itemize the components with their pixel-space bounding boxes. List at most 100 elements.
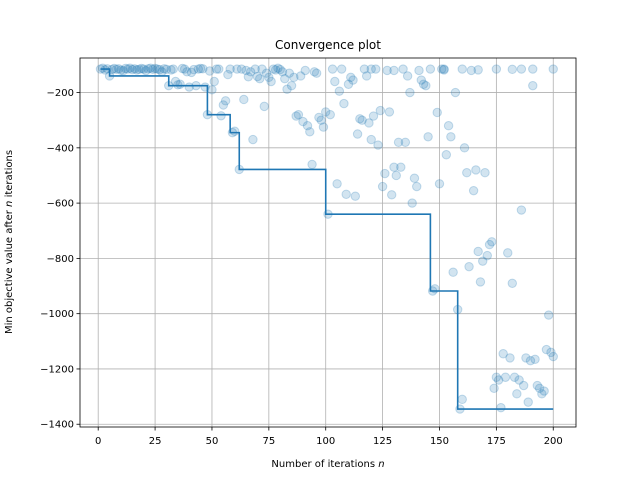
data-point bbox=[241, 65, 251, 76]
data-point bbox=[259, 101, 269, 112]
data-point bbox=[514, 375, 524, 385]
data-point bbox=[480, 168, 490, 178]
data-point bbox=[245, 67, 256, 77]
x-tick-label: 125 bbox=[373, 436, 392, 447]
data-point bbox=[161, 64, 172, 75]
data-point bbox=[478, 256, 488, 266]
min-value-line bbox=[100, 68, 554, 410]
data-point bbox=[266, 76, 276, 87]
data-point bbox=[120, 63, 131, 74]
data-point bbox=[175, 79, 185, 89]
data-point bbox=[255, 74, 265, 84]
y-tick-label: −800 bbox=[47, 254, 74, 265]
y-tick-label: −400 bbox=[47, 143, 74, 154]
data-point bbox=[198, 64, 208, 74]
data-point bbox=[291, 111, 301, 121]
data-point bbox=[111, 64, 122, 75]
data-point bbox=[489, 383, 499, 394]
x-tick-label: 100 bbox=[316, 436, 335, 447]
data-point bbox=[441, 150, 452, 160]
data-point bbox=[400, 137, 411, 148]
data-point bbox=[548, 351, 558, 362]
data-point bbox=[384, 107, 395, 117]
data-point bbox=[409, 173, 420, 183]
y-tick-label: −1200 bbox=[40, 364, 74, 375]
data-point bbox=[136, 63, 147, 74]
data-point bbox=[466, 65, 477, 76]
step-line bbox=[100, 68, 554, 410]
data-point bbox=[382, 65, 392, 76]
chart-title: Convergence plot bbox=[275, 38, 381, 52]
data-point bbox=[532, 380, 543, 391]
axes-frame bbox=[79, 57, 577, 428]
data-point bbox=[439, 65, 449, 75]
data-point bbox=[518, 380, 529, 391]
data-point bbox=[204, 66, 215, 76]
x-tick-label: 150 bbox=[430, 436, 449, 447]
data-point bbox=[541, 344, 552, 355]
data-point bbox=[125, 63, 135, 73]
data-point bbox=[412, 181, 422, 192]
data-point bbox=[405, 87, 415, 98]
data-point bbox=[346, 72, 356, 83]
data-point bbox=[129, 64, 140, 74]
data-point bbox=[152, 64, 163, 74]
data-point bbox=[211, 64, 222, 74]
data-point bbox=[189, 64, 199, 75]
data-point bbox=[396, 162, 406, 172]
data-point bbox=[350, 191, 361, 201]
data-point bbox=[186, 67, 197, 78]
data-point bbox=[387, 190, 397, 200]
data-point bbox=[523, 397, 533, 407]
data-point bbox=[300, 65, 310, 76]
data-point bbox=[123, 64, 133, 74]
data-point bbox=[357, 115, 367, 125]
data-point bbox=[407, 198, 417, 208]
data-point bbox=[225, 64, 235, 74]
data-point bbox=[484, 239, 495, 250]
data-point bbox=[539, 386, 549, 396]
data-point bbox=[309, 67, 320, 77]
data-point bbox=[457, 394, 467, 405]
data-point bbox=[473, 65, 483, 75]
data-point bbox=[216, 111, 226, 121]
data-point bbox=[457, 64, 467, 74]
data-point bbox=[498, 349, 508, 359]
data-point bbox=[448, 267, 458, 277]
data-point bbox=[334, 86, 345, 96]
data-point bbox=[421, 80, 431, 91]
data-point bbox=[307, 159, 317, 170]
data-point bbox=[391, 170, 401, 181]
data-point bbox=[500, 372, 511, 382]
data-point bbox=[368, 111, 379, 121]
data-point bbox=[471, 165, 481, 175]
data-point bbox=[332, 179, 342, 189]
y-tick-label: −600 bbox=[47, 199, 74, 210]
data-point bbox=[359, 64, 370, 74]
data-point bbox=[437, 64, 447, 74]
data-point bbox=[528, 80, 538, 91]
data-point bbox=[179, 64, 190, 74]
data-point bbox=[509, 372, 520, 382]
x-tick-label: 0 bbox=[95, 436, 101, 447]
data-point bbox=[487, 237, 497, 247]
data-point bbox=[305, 127, 315, 137]
data-point bbox=[113, 64, 124, 74]
data-point bbox=[116, 65, 126, 75]
data-point bbox=[193, 64, 204, 74]
data-point bbox=[491, 372, 502, 382]
data-point bbox=[425, 64, 436, 74]
data-point bbox=[459, 143, 470, 153]
data-point bbox=[505, 353, 515, 363]
data-point bbox=[141, 66, 151, 76]
data-point bbox=[341, 189, 351, 199]
data-point bbox=[182, 67, 192, 77]
data-point bbox=[414, 65, 424, 76]
data-point bbox=[270, 65, 281, 75]
data-point bbox=[543, 310, 554, 320]
data-point bbox=[223, 69, 233, 80]
data-point bbox=[462, 168, 472, 178]
data-point bbox=[302, 121, 313, 131]
data-point bbox=[139, 64, 149, 74]
data-point bbox=[284, 68, 295, 78]
